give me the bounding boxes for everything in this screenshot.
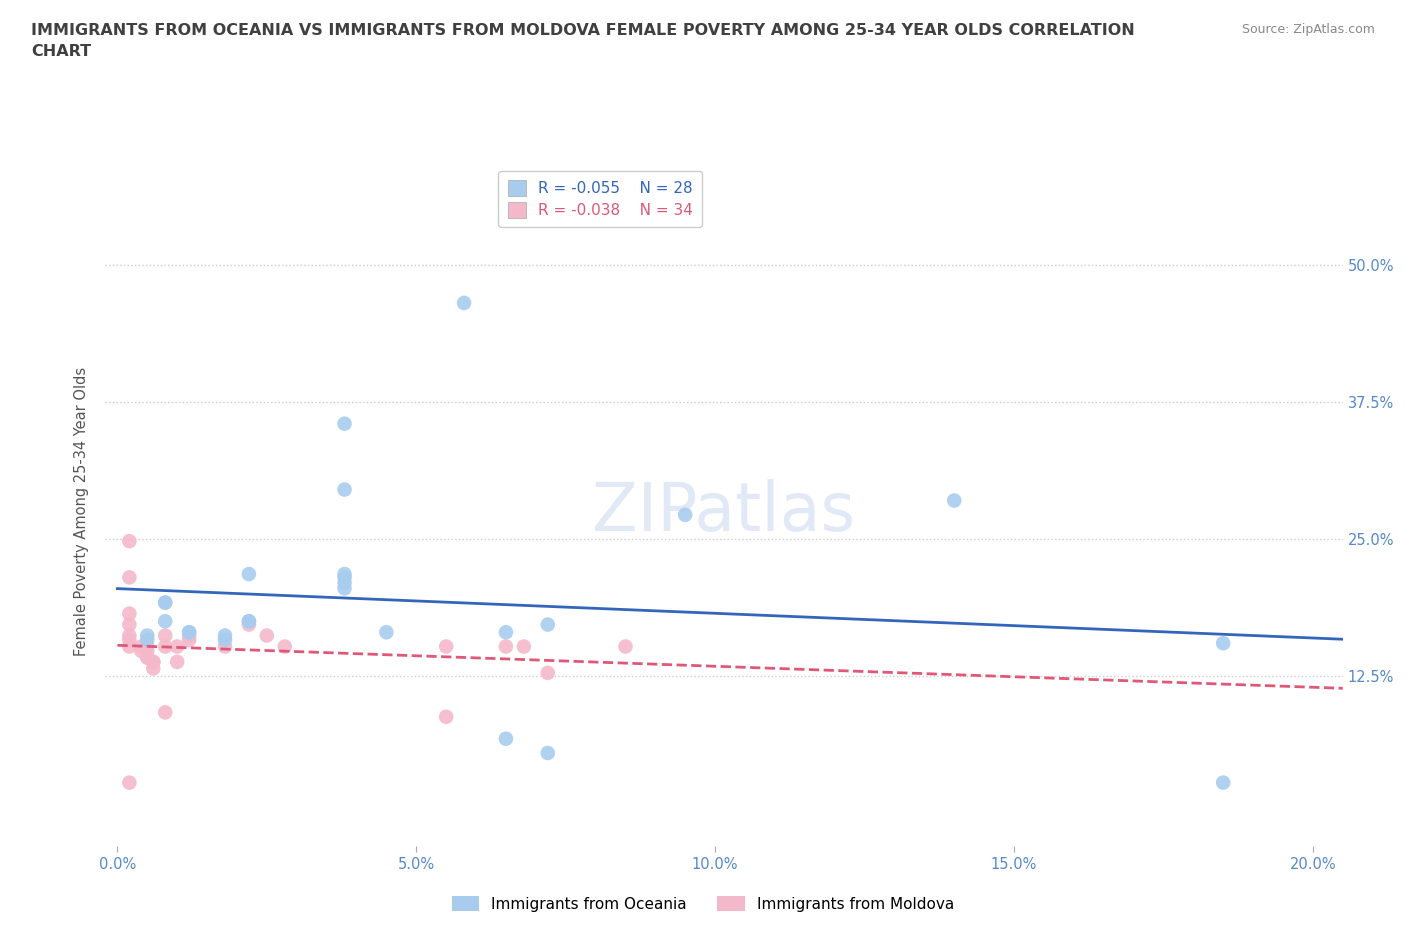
Point xyxy=(136,644,159,658)
Point xyxy=(333,566,356,581)
Point xyxy=(495,639,517,654)
Point xyxy=(118,632,141,647)
Point xyxy=(673,508,696,523)
Point xyxy=(118,776,141,790)
Point xyxy=(118,570,141,585)
Point xyxy=(136,639,159,654)
Point xyxy=(179,625,201,640)
Point xyxy=(131,639,153,654)
Point xyxy=(333,570,356,585)
Point xyxy=(238,566,260,581)
Point xyxy=(238,618,260,632)
Point xyxy=(214,628,236,643)
Point xyxy=(1212,636,1234,651)
Point xyxy=(614,639,637,654)
Point xyxy=(214,632,236,647)
Text: Source: ZipAtlas.com: Source: ZipAtlas.com xyxy=(1241,23,1375,36)
Point xyxy=(238,614,260,629)
Point xyxy=(155,614,177,629)
Point xyxy=(495,625,517,640)
Point xyxy=(537,666,560,681)
Point xyxy=(1212,776,1234,790)
Point xyxy=(943,493,966,508)
Point xyxy=(131,644,153,658)
Point xyxy=(434,639,457,654)
Point xyxy=(136,628,159,643)
Point xyxy=(537,746,560,761)
Point xyxy=(155,639,177,654)
Point xyxy=(375,625,398,640)
Point xyxy=(434,710,457,724)
Text: ZIPatlas: ZIPatlas xyxy=(592,479,856,544)
Point xyxy=(118,628,141,643)
Point xyxy=(179,632,201,647)
Point xyxy=(333,417,356,432)
Point xyxy=(256,628,278,643)
Point xyxy=(333,581,356,596)
Point xyxy=(238,614,260,629)
Legend: Immigrants from Oceania, Immigrants from Moldova: Immigrants from Oceania, Immigrants from… xyxy=(446,889,960,918)
Point xyxy=(513,639,536,654)
Point xyxy=(274,639,297,654)
Point xyxy=(155,595,177,610)
Point xyxy=(333,576,356,591)
Text: IMMIGRANTS FROM OCEANIA VS IMMIGRANTS FROM MOLDOVA FEMALE POVERTY AMONG 25-34 YE: IMMIGRANTS FROM OCEANIA VS IMMIGRANTS FR… xyxy=(31,23,1135,60)
Point xyxy=(142,661,165,676)
Point xyxy=(155,628,177,643)
Point xyxy=(155,705,177,720)
Point xyxy=(166,655,188,670)
Point xyxy=(155,595,177,610)
Point xyxy=(142,655,165,670)
Point xyxy=(142,655,165,670)
Point xyxy=(537,618,560,632)
Legend: R = -0.055    N = 28, R = -0.038    N = 34: R = -0.055 N = 28, R = -0.038 N = 34 xyxy=(499,171,702,227)
Point xyxy=(118,534,141,549)
Point xyxy=(214,639,236,654)
Point xyxy=(333,482,356,497)
Point xyxy=(118,606,141,621)
Point xyxy=(453,296,475,311)
Point xyxy=(118,639,141,654)
Point xyxy=(136,632,159,647)
Point xyxy=(166,639,188,654)
Point xyxy=(179,628,201,643)
Y-axis label: Female Poverty Among 25-34 Year Olds: Female Poverty Among 25-34 Year Olds xyxy=(75,367,90,656)
Point xyxy=(118,618,141,632)
Point xyxy=(179,625,201,640)
Point xyxy=(136,650,159,665)
Point xyxy=(495,731,517,746)
Point xyxy=(136,650,159,665)
